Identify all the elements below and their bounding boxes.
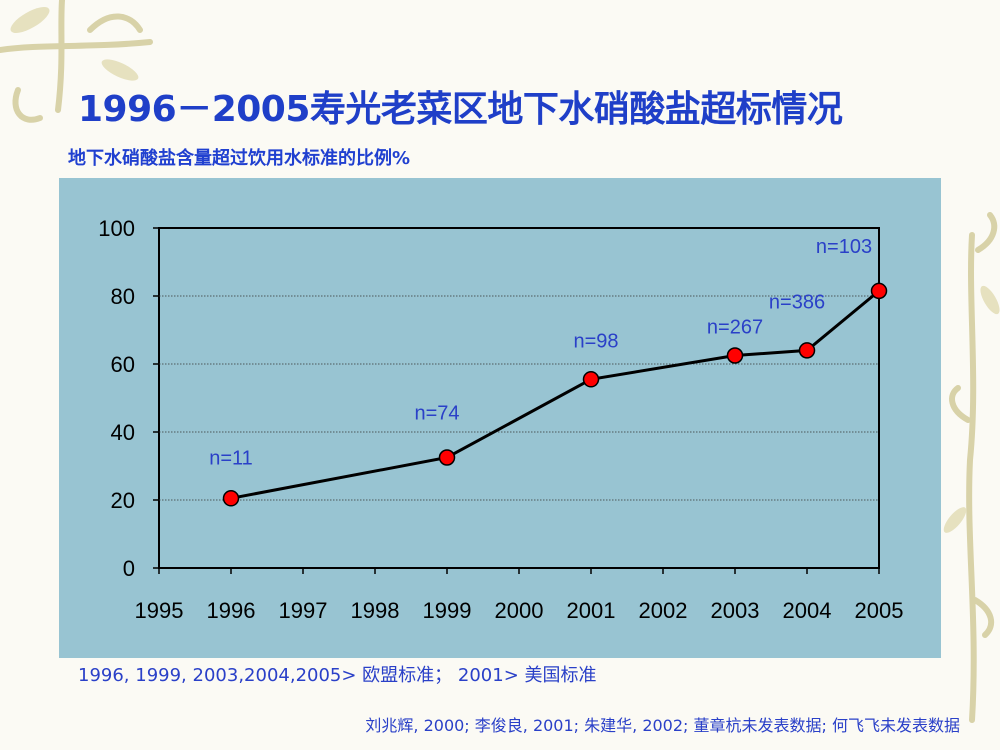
- x-tick-label: 2003: [711, 598, 760, 623]
- data-label: n=98: [573, 330, 618, 352]
- data-label: n=386: [769, 291, 825, 313]
- data-point: [222, 490, 240, 507]
- y-tick-label: 0: [123, 556, 135, 581]
- x-tick-label: 1995: [135, 598, 184, 623]
- data-point: [582, 371, 600, 388]
- data-point: [438, 449, 456, 466]
- x-tick-label: 1998: [351, 598, 400, 623]
- data-point: [870, 282, 888, 300]
- slide-title: 1996－2005寿光老菜区地下水硝酸盐超标情况: [78, 89, 843, 130]
- standards-note: 1996, 1999, 2003,2004,2005> 欧盟标准； 2001> …: [78, 665, 597, 686]
- data-label: n=11: [209, 447, 253, 469]
- data-point: [798, 342, 816, 359]
- series-line: [230, 289, 880, 500]
- x-tick-label: 1997: [279, 598, 328, 623]
- data-label: n=267: [707, 317, 763, 339]
- x-tick-label: 1999: [423, 598, 472, 623]
- line-chart: 0 20 40 60 80 100 1995 1996 1997 1998 1999 2000 2001…: [98, 216, 904, 623]
- x-tick-label: 1996: [207, 598, 256, 623]
- y-tick-label: 100: [98, 216, 135, 241]
- data-source: 刘兆辉, 2000; 李俊良, 2001; 朱建华, 2002; 董章杭未发表数…: [365, 716, 960, 735]
- x-tick-label: 2004: [783, 598, 832, 623]
- y-tick-label: 80: [111, 284, 135, 309]
- data-label: n=74: [414, 403, 459, 425]
- chart-panel: 0 20 40 60 80 100 1995 1996 1997 1998 1999 2000 2001…: [59, 178, 941, 658]
- y-tick-label: 20: [111, 488, 135, 513]
- y-tick-label: 60: [111, 352, 135, 377]
- x-tick-label: 2005: [855, 598, 904, 623]
- data-point: [726, 347, 744, 364]
- x-tick-label: 2001: [567, 598, 616, 623]
- x-tick-label: 2000: [495, 598, 544, 623]
- data-label: n=103: [816, 236, 872, 258]
- x-tick-label: 2002: [639, 598, 688, 623]
- plot-area: [158, 227, 880, 569]
- y-tick-label: 40: [111, 420, 135, 445]
- chart-subtitle: 地下水硝酸盐含量超过饮用水标准的比例%: [68, 148, 411, 169]
